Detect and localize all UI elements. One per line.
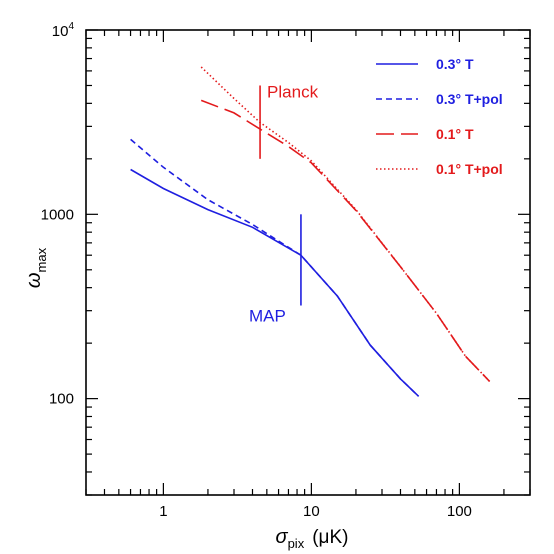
y-tick-label: 1000 [41,206,74,223]
series-line-2 [130,138,420,397]
y-tick-label: 100 [49,391,74,408]
x-axis-label: σpix (μK) [276,526,349,551]
plot-frame [85,29,531,496]
y-axis-label: ωmax [23,247,49,288]
y-tick-label-top: 104 [52,21,75,40]
x-tick-label: 10 [303,503,320,520]
annotation-label-1: Planck [267,82,319,101]
series-line-4 [200,66,491,382]
legend-label-4: 0.1° T+pol [436,161,503,177]
series-layer [130,66,491,397]
x-tick-label: 100 [447,503,472,520]
annotation-label-2: MAP [249,307,286,326]
series-line-1 [130,168,420,397]
x-tick-label: 1 [159,503,167,520]
legend: 0.3° T 0.3° T+pol 0.1° T 0.1° T+pol [376,56,503,177]
legend-label-1: 0.3° T [436,56,474,72]
legend-label-3: 0.1° T [436,126,474,142]
axis-ticks: 1 10 100 100 1000 [41,29,531,520]
annotation-layer: Planck MAP [249,82,319,325]
legend-label-2: 0.3° T+pol [436,91,503,107]
series-line-3 [200,99,491,382]
